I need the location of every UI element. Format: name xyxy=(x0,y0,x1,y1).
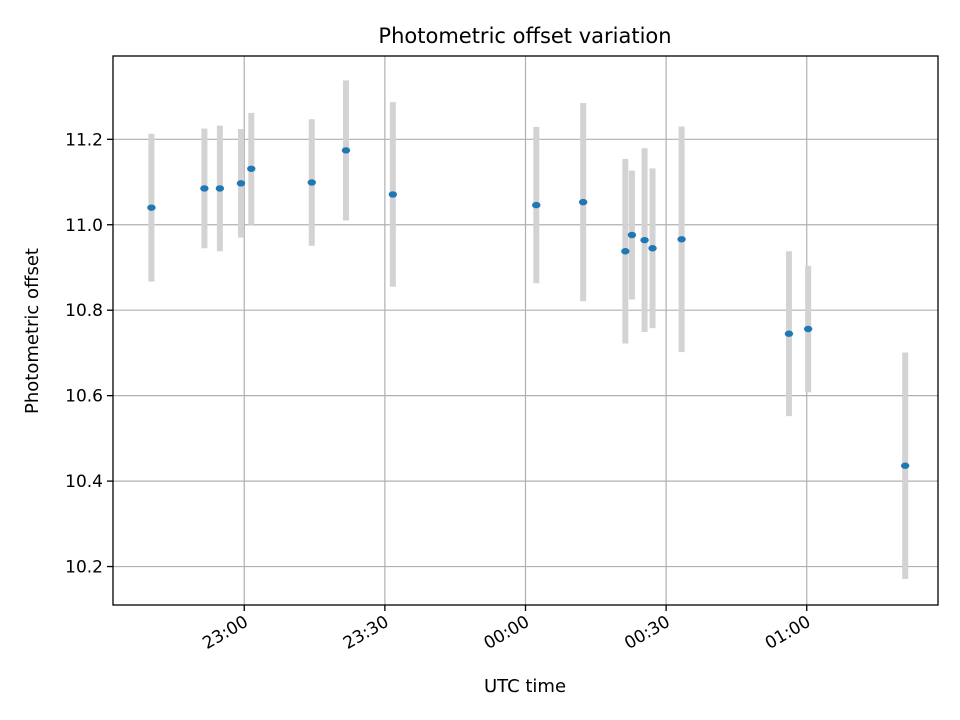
data-point xyxy=(307,179,316,186)
data-point xyxy=(388,191,398,198)
y-tick-label: 10.2 xyxy=(65,558,103,578)
y-tick-label: 10.4 xyxy=(65,472,103,492)
data-point xyxy=(236,180,246,187)
data-point xyxy=(147,204,156,211)
data-points xyxy=(147,147,910,469)
y-axis-label: Photometric offset xyxy=(22,248,43,414)
y-tick-label: 10.8 xyxy=(65,301,103,321)
data-point xyxy=(532,201,541,209)
data-point xyxy=(784,330,794,337)
y-tick-label: 11.2 xyxy=(65,130,103,150)
data-point xyxy=(247,165,256,172)
data-point xyxy=(215,185,225,192)
data-point xyxy=(627,231,637,239)
y-tick-label: 10.6 xyxy=(65,387,103,407)
x-axis-label: UTC time xyxy=(484,676,566,697)
data-point xyxy=(341,147,351,154)
data-point xyxy=(578,198,588,206)
data-point xyxy=(200,185,209,192)
data-point xyxy=(648,245,657,252)
data-point xyxy=(621,248,630,255)
axis-ticks xyxy=(107,138,808,611)
y-tick-label: 11.0 xyxy=(65,216,103,236)
data-point xyxy=(803,325,813,333)
data-point xyxy=(677,236,686,243)
data-point xyxy=(900,462,910,469)
chart-title: Photometric offset variation xyxy=(378,24,671,48)
data-point xyxy=(640,236,649,244)
